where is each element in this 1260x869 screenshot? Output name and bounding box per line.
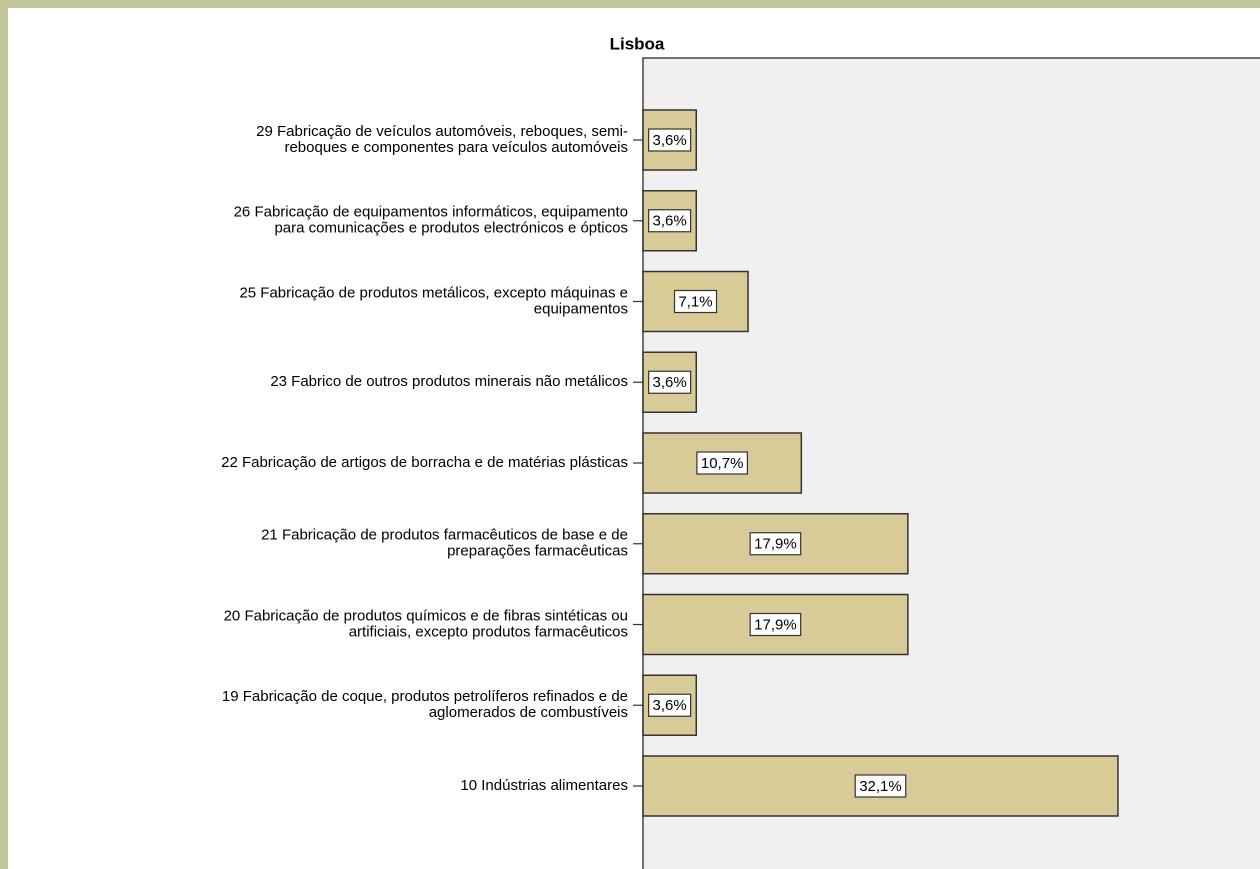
y-tick-label: 23 Fabrico de outros produtos minerais n… <box>270 373 628 390</box>
y-tick-label: artificiais, excepto produtos farmacêuti… <box>349 623 628 640</box>
y-tick-label: 26 Fabricação de equipamentos informátic… <box>234 204 628 221</box>
value-label-box <box>648 128 692 152</box>
value-label: 10,7% <box>701 455 744 472</box>
value-label: 3,6% <box>653 132 687 149</box>
value-label-box <box>648 370 692 394</box>
y-tick-label: para comunicações e produtos electrónico… <box>274 220 628 237</box>
value-label: 32,1% <box>859 778 902 795</box>
y-tick-label: 10 Indústrias alimentares <box>460 777 628 794</box>
value-label-box <box>749 532 802 556</box>
value-label: 17,9% <box>754 616 797 633</box>
value-label: 3,6% <box>653 697 687 714</box>
y-tick-label: preparações farmacêuticas <box>447 543 628 560</box>
y-tick-label: equipamentos <box>534 300 628 317</box>
y-tick-label: reboques e componentes para veículos aut… <box>284 139 628 156</box>
y-tick-label: 25 Fabricação de produtos metálicos, exc… <box>239 284 628 301</box>
value-label-box <box>673 289 718 314</box>
value-label-box <box>648 693 692 717</box>
y-tick-label: 29 Fabricação de veículos automóveis, re… <box>256 123 628 140</box>
y-tick-label: 20 Fabricação de produtos químicos e de … <box>224 607 628 624</box>
value-label: 7,1% <box>678 293 712 310</box>
value-label: 3,6% <box>653 374 687 391</box>
y-tick-label: 19 Fabricação de coque, produtos petrolí… <box>222 688 628 705</box>
y-tick-label: 22 Fabricação de artigos de borracha e d… <box>221 454 628 471</box>
value-label-box <box>648 209 692 233</box>
value-label-box <box>749 612 802 637</box>
chart-title: Lisboa <box>610 34 665 53</box>
value-label-box <box>854 774 907 798</box>
value-label-box <box>696 451 749 475</box>
value-label: 17,9% <box>754 536 797 553</box>
bar <box>642 432 803 494</box>
value-label: 3,6% <box>653 213 687 230</box>
y-tick-label: 21 Fabricação de produtos farmacêuticos … <box>261 527 628 544</box>
y-tick-label: aglomerados de combustíveis <box>429 704 628 721</box>
